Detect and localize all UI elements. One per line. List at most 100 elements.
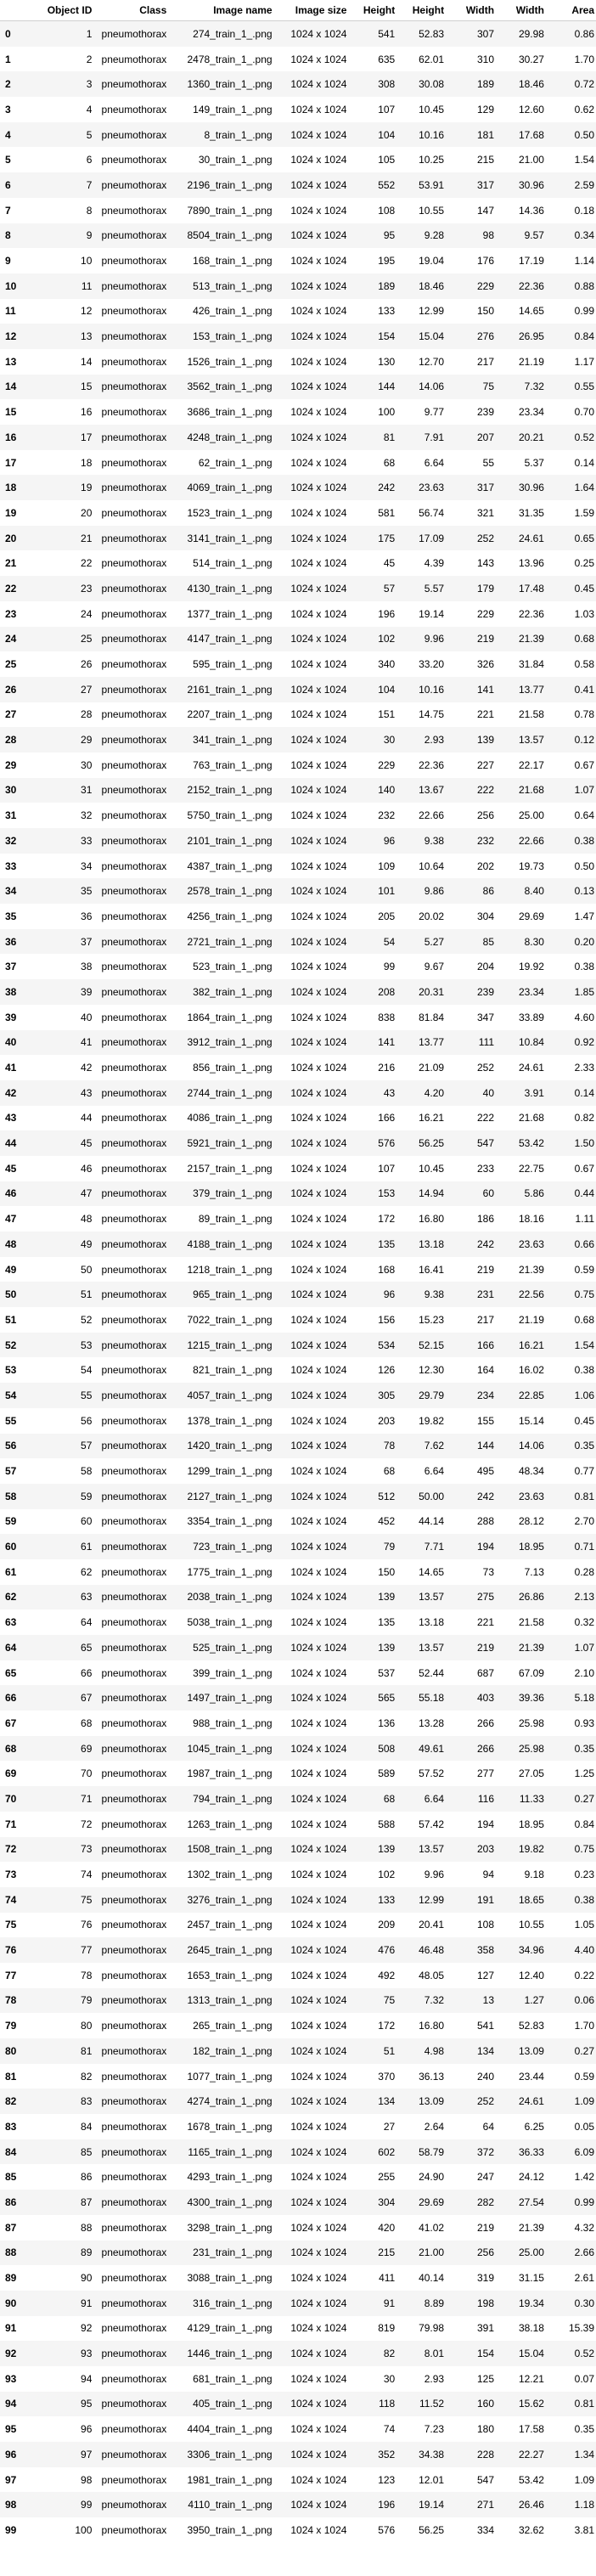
class-cell: pneumothorax bbox=[93, 2038, 169, 2064]
width-px-cell: 541 bbox=[477, 2020, 495, 2032]
height-pct-cell: 6.64 bbox=[424, 1465, 445, 1478]
height-pct-cell: 7.91 bbox=[396, 425, 447, 450]
height-pct-cell: 52.15 bbox=[396, 1332, 447, 1358]
height-px-cell: 537 bbox=[378, 1666, 396, 1679]
area-cell: 0.38 bbox=[574, 1364, 594, 1377]
height-px-cell: 27 bbox=[383, 2120, 396, 2133]
table-row: 71 72 pneumothorax 1263_train_1_.png 1024 x … bbox=[0, 1812, 596, 1837]
object-id-cell: 8 bbox=[86, 204, 93, 217]
image-size-cell: 1024 x 1024 bbox=[290, 1263, 347, 1276]
table-row: 41 42 pneumothorax 856_train_1_.png 1024 x 1… bbox=[0, 1055, 596, 1080]
width-pct-cell: 18.16 bbox=[518, 1213, 544, 1226]
area-cell: 0.14 bbox=[574, 456, 594, 469]
table-row: 86 87 pneumothorax 4300_train_1_.png 1024 x … bbox=[0, 2190, 596, 2215]
class-cell: pneumothorax bbox=[101, 1919, 167, 1931]
width-px-cell: 198 bbox=[446, 2290, 497, 2316]
image-name-cell: 821_train_1_.png bbox=[193, 1364, 273, 1377]
object-id-cell: 32 bbox=[81, 809, 93, 822]
column-header-width-pct: Width bbox=[496, 0, 546, 21]
row-index: 11 bbox=[5, 305, 16, 318]
object-id-cell: 92 bbox=[81, 2322, 93, 2335]
object-id-cell: 6 bbox=[86, 154, 93, 166]
height-px-cell: 216 bbox=[378, 1062, 396, 1074]
height-px-cell: 255 bbox=[378, 2171, 396, 2184]
image-name-cell: 1987_train_1_.png bbox=[187, 1767, 273, 1780]
row-index: 71 bbox=[5, 1818, 17, 1830]
width-px-cell: 111 bbox=[446, 1029, 497, 1056]
image-name-cell: 5750_train_1_.png bbox=[187, 809, 273, 822]
table-row: 43 44 pneumothorax 4086_train_1_.png 1024 x … bbox=[0, 1106, 596, 1131]
row-index: 83 bbox=[5, 2120, 17, 2133]
area-cell: 1.07 bbox=[545, 777, 596, 803]
height-pct-cell: 2.93 bbox=[396, 727, 447, 753]
object-id-cell: 49 bbox=[36, 1232, 94, 1257]
height-pct-cell: 2.93 bbox=[424, 2372, 445, 2385]
area-cell: 0.50 bbox=[574, 860, 594, 872]
height-px-cell: 172 bbox=[378, 2020, 396, 2032]
row-index: 87 bbox=[5, 2221, 17, 2234]
row-index: 5 bbox=[5, 154, 11, 166]
object-id-cell: 61 bbox=[36, 1534, 94, 1559]
class-cell: pneumothorax bbox=[101, 255, 167, 268]
height-px-cell: 130 bbox=[378, 355, 396, 368]
area-cell: 0.86 bbox=[545, 20, 596, 47]
row-index: 64 bbox=[0, 1635, 37, 1660]
height-px-cell: 819 bbox=[378, 2322, 396, 2335]
height-px-cell: 101 bbox=[348, 878, 397, 905]
height-pct-cell: 20.02 bbox=[419, 910, 445, 922]
class-cell: pneumothorax bbox=[101, 607, 167, 620]
width-pct-cell: 19.34 bbox=[496, 2290, 546, 2316]
image-size-cell: 1024 x 1024 bbox=[290, 809, 347, 822]
height-pct-cell: 7.62 bbox=[396, 1433, 447, 1459]
row-index: 84 bbox=[0, 2139, 37, 2165]
class-cell: pneumothorax bbox=[93, 1130, 169, 1156]
height-px-cell: 100 bbox=[378, 406, 396, 419]
table-row: 14 15 pneumothorax 3562_train_1_.png 1024 x … bbox=[0, 374, 596, 400]
width-pct-cell: 21.39 bbox=[496, 1635, 546, 1660]
object-id-cell: 79 bbox=[36, 1987, 94, 2014]
area-cell: 0.41 bbox=[545, 676, 596, 702]
object-id-cell: 43 bbox=[36, 1079, 94, 1106]
width-px-cell: 85 bbox=[446, 928, 497, 955]
image-name-cell: 2457_train_1_.png bbox=[187, 1919, 273, 1931]
width-px-cell: 217 bbox=[477, 355, 495, 368]
width-pct-cell: 18.95 bbox=[496, 1534, 546, 1559]
height-pct-cell: 21.09 bbox=[419, 1062, 445, 1074]
class-cell: pneumothorax bbox=[101, 1818, 167, 1830]
width-pct-cell: 48.34 bbox=[518, 1465, 544, 1478]
width-px-cell: 222 bbox=[446, 777, 497, 803]
image-size-cell: 1024 x 1024 bbox=[273, 223, 349, 249]
table-row: 70 71 pneumothorax 794_train_1_.png 1024 x 1… bbox=[0, 1786, 596, 1812]
object-id-cell: 55 bbox=[36, 1383, 94, 1408]
area-cell: 0.77 bbox=[574, 1465, 594, 1478]
height-pct-cell: 8.01 bbox=[396, 2341, 447, 2366]
width-pct-cell: 25.00 bbox=[518, 809, 544, 822]
height-pct-cell: 12.99 bbox=[396, 1886, 447, 1913]
class-cell: pneumothorax bbox=[101, 355, 167, 368]
object-id-cell: 46 bbox=[81, 1162, 93, 1175]
image-size-cell: 1024 x 1024 bbox=[273, 1937, 349, 1963]
height-pct-cell: 19.04 bbox=[419, 255, 445, 268]
width-px-cell: 233 bbox=[477, 1162, 495, 1175]
height-px-cell: 133 bbox=[348, 1886, 397, 1913]
width-pct-cell: 24.61 bbox=[496, 525, 546, 551]
height-px-cell: 144 bbox=[348, 374, 397, 400]
width-px-cell: 276 bbox=[446, 324, 497, 349]
width-px-cell: 94 bbox=[482, 1869, 495, 1881]
image-name-cell: 1215_train_1_.png bbox=[168, 1332, 274, 1358]
column-header-object-id: Object ID bbox=[36, 0, 94, 21]
row-index: 30 bbox=[0, 777, 37, 803]
row-index: 15 bbox=[5, 406, 17, 419]
height-px-cell: 581 bbox=[378, 506, 396, 519]
width-px-cell: 191 bbox=[446, 1886, 497, 1913]
width-pct-cell: 16.02 bbox=[518, 1364, 544, 1377]
width-px-cell: 179 bbox=[446, 576, 497, 601]
class-cell: pneumothorax bbox=[101, 809, 167, 822]
image-size-cell: 1024 x 1024 bbox=[290, 1313, 347, 1326]
width-px-cell: 231 bbox=[446, 1282, 497, 1308]
width-pct-cell: 23.44 bbox=[518, 2070, 544, 2083]
height-pct-cell: 24.90 bbox=[419, 2171, 445, 2184]
height-pct-cell: 36.13 bbox=[419, 2070, 445, 2083]
table-row: 35 36 pneumothorax 4256_train_1_.png 1024 x … bbox=[0, 904, 596, 929]
image-size-cell: 1024 x 1024 bbox=[290, 1767, 347, 1780]
